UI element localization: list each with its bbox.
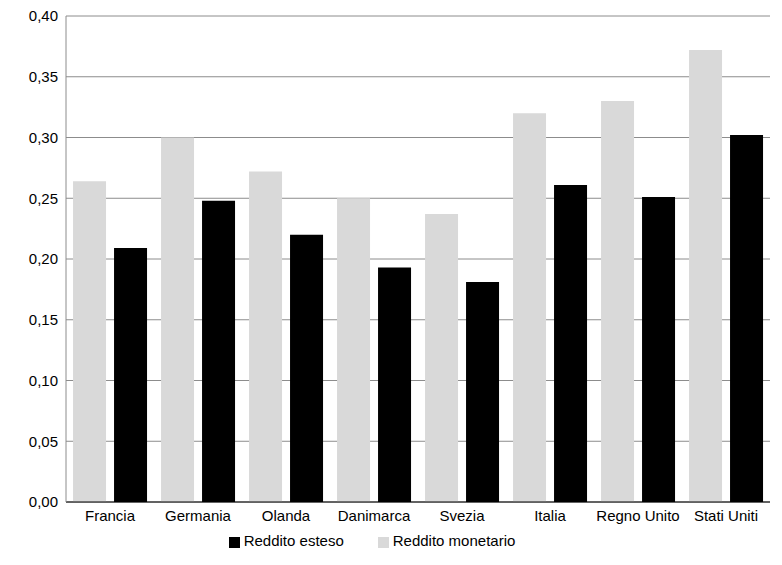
svg-text:Regno Unito: Regno Unito bbox=[596, 507, 679, 524]
svg-text:Germania: Germania bbox=[165, 507, 232, 524]
svg-text:0,00: 0,00 bbox=[29, 493, 58, 510]
svg-text:0,35: 0,35 bbox=[29, 68, 58, 85]
svg-text:Stati Uniti: Stati Uniti bbox=[694, 507, 758, 524]
svg-text:Svezia: Svezia bbox=[439, 507, 485, 524]
svg-text:0,25: 0,25 bbox=[29, 190, 58, 207]
html-text:Reddito esteso: Reddito esteso bbox=[243, 532, 344, 549]
svg-text:Olanda: Olanda bbox=[262, 507, 311, 524]
svg-text:0,20: 0,20 bbox=[29, 250, 58, 267]
svg-text:0,15: 0,15 bbox=[29, 311, 58, 328]
svg-text:0,40: 0,40 bbox=[29, 8, 58, 24]
svg-text:Danimarca: Danimarca bbox=[338, 507, 411, 524]
html-text:Reddito monetario: Reddito monetario bbox=[392, 532, 516, 549]
svg-text:0,30: 0,30 bbox=[29, 129, 58, 146]
svg-text:Italia: Italia bbox=[534, 507, 566, 524]
svg-text:0,05: 0,05 bbox=[29, 433, 58, 450]
svg-text:Francia: Francia bbox=[85, 507, 136, 524]
svg-text:0,10: 0,10 bbox=[29, 372, 58, 389]
